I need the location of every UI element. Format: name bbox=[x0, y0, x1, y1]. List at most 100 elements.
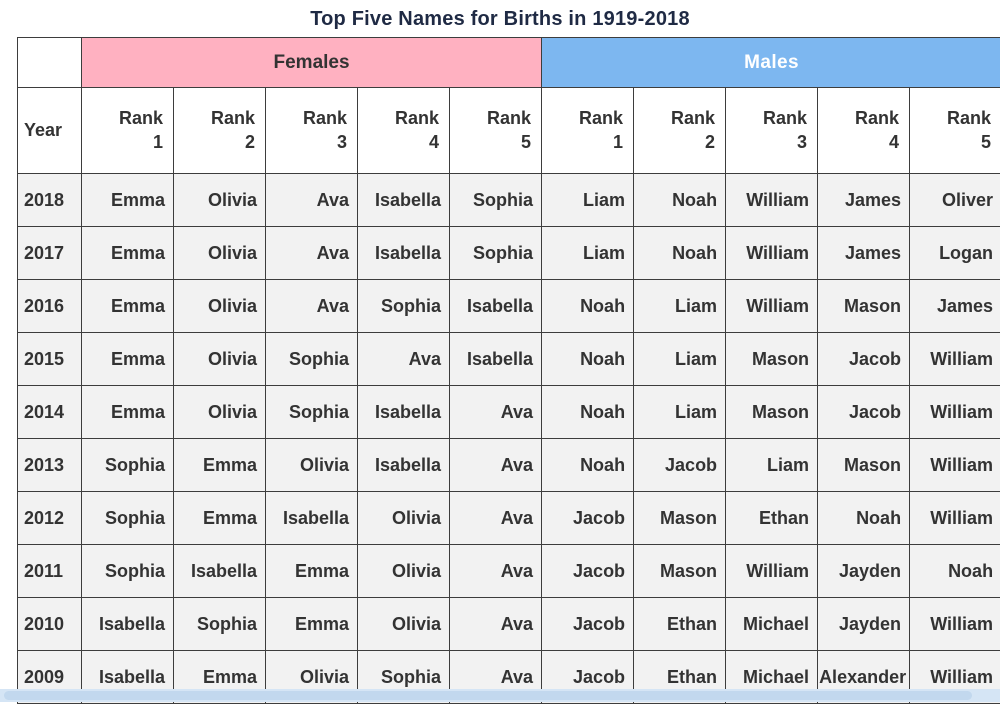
male-name-cell: Mason bbox=[818, 439, 910, 492]
male-name-cell: William bbox=[910, 386, 1000, 439]
male-name-cell: Oliver bbox=[910, 174, 1000, 227]
male-name-cell: James bbox=[818, 227, 910, 280]
male-name-cell: Jacob bbox=[818, 386, 910, 439]
rank-number: 5 bbox=[451, 132, 531, 153]
male-name-cell: Jayden bbox=[818, 598, 910, 651]
male-name-cell: Jacob bbox=[542, 598, 634, 651]
male-name-cell: Liam bbox=[634, 333, 726, 386]
rank-word: Rank bbox=[175, 108, 255, 129]
female-name-cell: Isabella bbox=[358, 439, 450, 492]
rank-number: 3 bbox=[727, 132, 807, 153]
year-cell: 2011 bbox=[18, 545, 82, 598]
year-cell: 2018 bbox=[18, 174, 82, 227]
male-name-cell: Jayden bbox=[818, 545, 910, 598]
male-name-cell: Jacob bbox=[542, 492, 634, 545]
males-group-header: Males bbox=[542, 38, 1000, 88]
female-name-cell: Olivia bbox=[358, 598, 450, 651]
male-name-cell: William bbox=[910, 598, 1000, 651]
rank-header-male-3: Rank 3 bbox=[726, 88, 818, 174]
female-name-cell: Olivia bbox=[174, 227, 266, 280]
male-name-cell: Noah bbox=[818, 492, 910, 545]
male-name-cell: Noah bbox=[542, 333, 634, 386]
female-name-cell: Sophia bbox=[82, 545, 174, 598]
rank-word: Rank bbox=[83, 108, 163, 129]
female-name-cell: Sophia bbox=[450, 174, 542, 227]
female-name-cell: Ava bbox=[450, 545, 542, 598]
female-name-cell: Sophia bbox=[82, 492, 174, 545]
female-name-cell: Isabella bbox=[174, 545, 266, 598]
female-name-cell: Isabella bbox=[450, 333, 542, 386]
rank-number: 2 bbox=[175, 132, 255, 153]
female-name-cell: Sophia bbox=[266, 333, 358, 386]
male-name-cell: William bbox=[726, 280, 818, 333]
rank-word: Rank bbox=[451, 108, 531, 129]
rank-number: 4 bbox=[359, 132, 439, 153]
year-cell: 2010 bbox=[18, 598, 82, 651]
rank-header-female-2: Rank 2 bbox=[174, 88, 266, 174]
rank-number: 2 bbox=[635, 132, 715, 153]
male-name-cell: William bbox=[726, 174, 818, 227]
rank-header-male-5: Rank 5 bbox=[910, 88, 1000, 174]
female-name-cell: Olivia bbox=[358, 545, 450, 598]
female-name-cell: Emma bbox=[174, 492, 266, 545]
male-name-cell: Noah bbox=[542, 386, 634, 439]
horizontal-scrollbar-thumb[interactable] bbox=[4, 691, 972, 700]
female-name-cell: Ava bbox=[266, 227, 358, 280]
male-name-cell: William bbox=[726, 227, 818, 280]
male-name-cell: Mason bbox=[726, 386, 818, 439]
female-name-cell: Ava bbox=[450, 492, 542, 545]
rank-word: Rank bbox=[819, 108, 899, 129]
female-name-cell: Ava bbox=[450, 386, 542, 439]
female-name-cell: Ava bbox=[266, 174, 358, 227]
male-name-cell: Ethan bbox=[726, 492, 818, 545]
rank-header-female-5: Rank 5 bbox=[450, 88, 542, 174]
female-name-cell: Ava bbox=[358, 333, 450, 386]
female-name-cell: Emma bbox=[82, 227, 174, 280]
year-cell: 2015 bbox=[18, 333, 82, 386]
female-name-cell: Sophia bbox=[82, 439, 174, 492]
male-name-cell: Jacob bbox=[542, 545, 634, 598]
female-name-cell: Emma bbox=[266, 598, 358, 651]
female-name-cell: Emma bbox=[266, 545, 358, 598]
rank-word: Rank bbox=[727, 108, 807, 129]
rank-number: 3 bbox=[267, 132, 347, 153]
male-name-cell: Noah bbox=[634, 227, 726, 280]
female-name-cell: Sophia bbox=[450, 227, 542, 280]
female-name-cell: Ava bbox=[450, 598, 542, 651]
rank-word: Rank bbox=[359, 108, 439, 129]
male-name-cell: Mason bbox=[634, 492, 726, 545]
female-name-cell: Isabella bbox=[450, 280, 542, 333]
male-name-cell: William bbox=[910, 333, 1000, 386]
male-name-cell: Liam bbox=[542, 227, 634, 280]
female-name-cell: Ava bbox=[450, 439, 542, 492]
females-group-header: Females bbox=[82, 38, 542, 88]
female-name-cell: Isabella bbox=[358, 227, 450, 280]
top-names-table: Females Males Year Rank 1 Rank 2 Rank 3 … bbox=[17, 37, 1000, 704]
female-name-cell: Sophia bbox=[266, 386, 358, 439]
male-name-cell: Noah bbox=[910, 545, 1000, 598]
rank-number: 4 bbox=[819, 132, 899, 153]
rank-header-female-4: Rank 4 bbox=[358, 88, 450, 174]
female-name-cell: Olivia bbox=[174, 333, 266, 386]
male-name-cell: Jacob bbox=[818, 333, 910, 386]
page-title: Top Five Names for Births in 1919-2018 bbox=[0, 8, 1000, 31]
female-name-cell: Olivia bbox=[174, 386, 266, 439]
group-header-row: Females Males bbox=[18, 38, 1000, 88]
horizontal-scrollbar[interactable] bbox=[0, 689, 1000, 702]
female-name-cell: Isabella bbox=[358, 174, 450, 227]
male-name-cell: Liam bbox=[634, 386, 726, 439]
year-cell: 2014 bbox=[18, 386, 82, 439]
male-name-cell: Logan bbox=[910, 227, 1000, 280]
rank-number: 1 bbox=[83, 132, 163, 153]
female-name-cell: Ava bbox=[266, 280, 358, 333]
female-name-cell: Olivia bbox=[358, 492, 450, 545]
rank-header-female-1: Rank 1 bbox=[82, 88, 174, 174]
male-name-cell: James bbox=[910, 280, 1000, 333]
rank-header-male-2: Rank 2 bbox=[634, 88, 726, 174]
